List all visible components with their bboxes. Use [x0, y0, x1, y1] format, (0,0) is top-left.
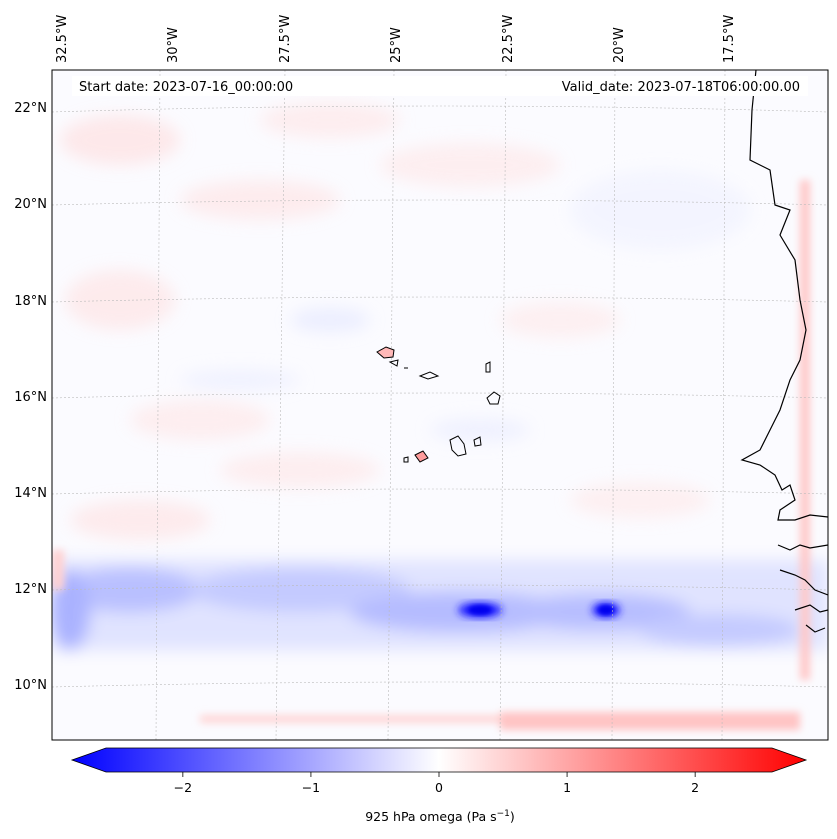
cape-verde-islands — [376, 346, 501, 463]
lon-label: 30°W — [166, 27, 181, 63]
longitude-labels: 32.5°W 30°W 27.5°W 25°W 22.5°W 20°W 17.5… — [55, 15, 737, 63]
colorbar-bar — [70, 747, 808, 773]
latitude-labels: 22°N 20°N 18°N 16°N 14°N 12°N 10°N — [14, 101, 47, 693]
coastlines — [740, 70, 828, 633]
african-coastline — [740, 70, 828, 521]
lon-label: 32.5°W — [55, 15, 70, 63]
island-sal — [485, 361, 491, 373]
boundary-descent-strip — [52, 180, 810, 730]
lon-label: 22.5°W — [501, 15, 516, 63]
lat-label: 20°N — [14, 197, 47, 212]
map-panel — [51, 69, 829, 741]
island-fogo — [414, 450, 429, 463]
lon-label: 20°W — [612, 27, 627, 63]
colorbar-label: 925 hPa omega (Pa s−1) — [365, 809, 515, 824]
valid-date-label: Valid_date: 2023-07-18T06:00:00.00 — [562, 80, 800, 95]
lat-label: 16°N — [14, 390, 47, 405]
colorbar-tick-label: 1 — [563, 780, 571, 795]
lon-label: 25°W — [389, 27, 404, 63]
island-maio — [473, 436, 482, 447]
island-brava — [403, 456, 409, 463]
graticule — [52, 70, 828, 740]
start-date-label: Start date: 2023-07-16_00:00:00 — [79, 80, 293, 95]
lat-label: 14°N — [14, 486, 47, 501]
weak-ascent-descent-patches — [60, 102, 750, 540]
island-santiago — [449, 435, 467, 457]
lon-label: 17.5°W — [722, 15, 737, 63]
date-label-background — [72, 76, 808, 96]
lat-label: 22°N — [14, 101, 47, 116]
island-sao-vicente — [388, 359, 399, 367]
island-boa-vista — [486, 391, 501, 405]
colorbar-tick-label: 2 — [691, 780, 699, 795]
island-sao-nicolau — [418, 371, 440, 380]
lon-label: 27.5°W — [278, 15, 293, 63]
ascent-core-centers — [468, 605, 614, 615]
island-santo-antao — [376, 346, 395, 359]
lat-label: 10°N — [14, 678, 47, 693]
omega-field — [52, 70, 828, 740]
ascent-band — [52, 560, 828, 650]
lat-label: 12°N — [14, 582, 47, 597]
colorbar: −2 −1 0 1 2 925 hPa omega (Pa s−1) — [70, 747, 808, 824]
colorbar-tick-label: −2 — [174, 780, 192, 795]
colorbar-ticks: −2 −1 0 1 2 — [174, 772, 699, 795]
colorbar-tick-label: −1 — [302, 780, 320, 795]
lat-label: 18°N — [14, 294, 47, 309]
map-frame — [51, 69, 829, 741]
colorbar-tick-label: 0 — [435, 780, 443, 795]
